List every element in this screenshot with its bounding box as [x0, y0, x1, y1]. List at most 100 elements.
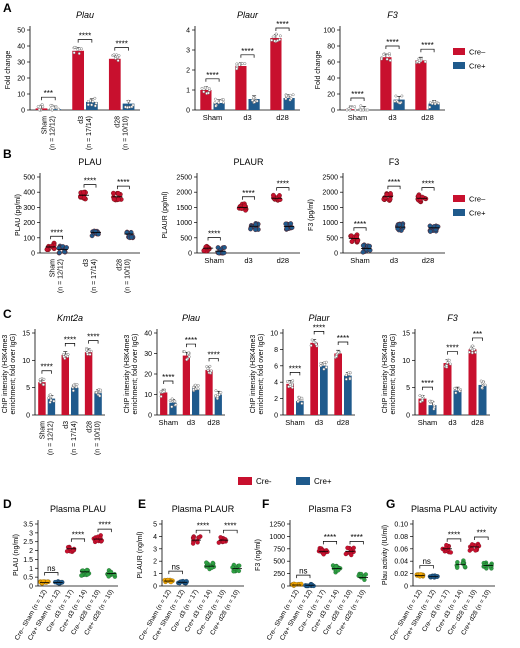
- significance-bracket: [422, 386, 433, 391]
- significance-label: ****: [185, 336, 197, 345]
- data-point: [159, 395, 163, 398]
- data-point: [487, 563, 493, 569]
- data-point: [445, 361, 449, 365]
- data-point: [273, 39, 277, 43]
- y-tick-label: 80: [327, 44, 335, 51]
- data-point: [42, 377, 46, 381]
- data-point: [252, 96, 256, 100]
- significance-label: ****: [289, 364, 301, 373]
- x-tick-label: Sham: [350, 256, 370, 265]
- y-tick-label: 0.04: [394, 559, 408, 566]
- y-axis-label: enrichment; fold over IgG): [132, 334, 139, 415]
- y-tick-label: 0: [274, 413, 278, 420]
- chart-panel: G Plasma PLAU activity 0 0.02 0.04 0.06 0.08 0.…: [382, 497, 498, 642]
- chart-panel: C Kmt2a 0 5 10 15 ChIP intensity (H3K4me3 enric…: [2, 307, 105, 455]
- data-point: [72, 383, 76, 387]
- data-point: [470, 351, 474, 355]
- panel-letter: F: [262, 497, 269, 511]
- significance-label: ****: [242, 189, 254, 198]
- data-point: [420, 394, 424, 398]
- data-point: [343, 551, 349, 557]
- data-point: [287, 385, 291, 389]
- y-axis-label: Fold change: [5, 51, 12, 90]
- chart-title: Plaur: [308, 313, 330, 323]
- data-point: [77, 52, 81, 55]
- bar: [169, 402, 177, 415]
- x-tick-label: d3: [83, 259, 90, 267]
- significance-label: ****: [276, 20, 288, 29]
- bar: [214, 394, 222, 415]
- y-tick-label: 1000: [322, 220, 338, 227]
- data-point: [309, 344, 313, 348]
- significance-bracket: [387, 185, 401, 190]
- data-point: [36, 105, 40, 109]
- data-point: [177, 580, 182, 586]
- data-point: [453, 386, 457, 390]
- data-point: [93, 96, 97, 100]
- y-tick-label: 0: [26, 413, 30, 420]
- data-point: [235, 67, 239, 71]
- y-tick-label: 2000: [322, 190, 338, 197]
- data-point: [394, 94, 398, 98]
- y-tick-label: 200: [23, 220, 35, 227]
- data-point: [86, 99, 90, 103]
- significance-bracket: [114, 47, 129, 51]
- y-tick-label: 4: [186, 28, 190, 35]
- data-point: [98, 394, 102, 398]
- data-point: [432, 100, 436, 103]
- data-point: [291, 93, 295, 97]
- bar: [310, 342, 318, 415]
- data-point: [221, 101, 225, 105]
- data-point: [49, 107, 53, 111]
- chart-title: Plau: [76, 10, 94, 20]
- significance-label: ns: [299, 567, 307, 576]
- y-tick-label: 0: [148, 413, 152, 420]
- y-tick-label: 1250: [269, 522, 285, 529]
- data-point: [85, 572, 91, 577]
- significance-bracket: [472, 337, 483, 341]
- y-tick-label: 0: [21, 108, 25, 115]
- y-tick-label: 2: [274, 396, 278, 403]
- data-point: [417, 58, 421, 62]
- data-point: [278, 34, 282, 38]
- data-point: [182, 350, 186, 354]
- data-point: [64, 245, 69, 250]
- y-tick-label: 4: [274, 380, 278, 387]
- significance-label: ****: [313, 323, 325, 332]
- bar: [296, 401, 304, 415]
- chart-panel: Plau 0 10 20 30 40 ChIP intensity (H3K4me3 enri…: [124, 313, 225, 427]
- x-tick-label: d3: [63, 421, 70, 429]
- x-tick-label: (n = 12/12): [48, 421, 55, 455]
- data-point: [196, 387, 200, 391]
- chart-title: Plau: [182, 313, 200, 323]
- row-c-legend: Cre- Cre+: [238, 477, 332, 486]
- significance-bracket: [474, 536, 489, 541]
- x-tick-label: (n = 17/14): [86, 116, 93, 150]
- data-point: [116, 59, 120, 63]
- y-tick-label: 20: [144, 372, 152, 379]
- chart-title: PLAU: [78, 157, 102, 167]
- data-point: [361, 108, 365, 112]
- data-point: [241, 62, 244, 66]
- y-tick-label: 3: [153, 546, 157, 553]
- data-point: [222, 98, 225, 102]
- significance-label: ****: [324, 533, 336, 542]
- x-tick-label: d28: [207, 418, 220, 427]
- y-tick-label: 100: [23, 235, 35, 242]
- data-point: [40, 103, 44, 107]
- significance-label: ****: [448, 530, 460, 539]
- y-tick-label: 20: [327, 92, 335, 99]
- data-point: [221, 539, 226, 544]
- data-point: [200, 86, 204, 90]
- y-tick-label: 40: [17, 44, 25, 51]
- bar: [61, 354, 69, 415]
- data-point: [360, 243, 366, 248]
- chart-panel: F3 0 20 40 60 80 100 Fold change **** Sham **** d3 *…: [315, 10, 486, 122]
- legend-swatch: [296, 477, 310, 485]
- data-point: [236, 568, 242, 574]
- bar: [38, 382, 46, 415]
- data-point: [111, 196, 117, 202]
- data-point: [185, 358, 189, 362]
- x-tick-label: Sham: [50, 259, 57, 277]
